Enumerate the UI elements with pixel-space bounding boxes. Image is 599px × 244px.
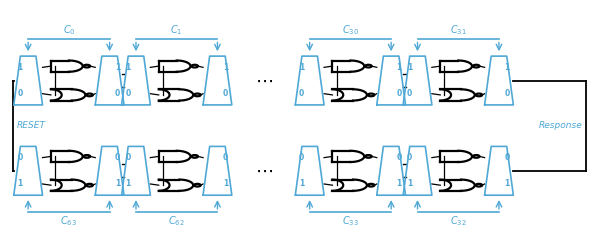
Text: 1: 1 [299,63,304,72]
Text: $C_{30}$: $C_{30}$ [342,23,359,37]
Text: 1: 1 [504,63,510,72]
Text: 0: 0 [17,89,23,98]
Text: 1: 1 [125,63,131,72]
Text: 1: 1 [397,180,402,188]
Text: 0: 0 [115,89,120,98]
Text: 0: 0 [223,89,228,98]
Text: $\cdots$: $\cdots$ [255,162,273,180]
Text: 1: 1 [115,180,120,188]
Text: 1: 1 [407,63,412,72]
Text: 0: 0 [115,153,120,162]
Text: 0: 0 [504,89,510,98]
Text: 0: 0 [504,153,510,162]
Text: 0: 0 [17,153,23,162]
Text: $C_{1}$: $C_{1}$ [171,23,183,37]
Text: 0: 0 [407,89,412,98]
Text: 1: 1 [115,63,120,72]
Text: 1: 1 [223,63,228,72]
Text: 1: 1 [504,180,510,188]
Text: 1: 1 [299,180,304,188]
Text: $C_{0}$: $C_{0}$ [62,23,75,37]
Text: $\cdots$: $\cdots$ [255,71,273,90]
Text: $C_{32}$: $C_{32}$ [450,214,467,228]
Text: 0: 0 [397,89,402,98]
Text: 1: 1 [223,180,228,188]
Text: 1: 1 [407,180,412,188]
Text: 1: 1 [17,180,23,188]
Text: RESET: RESET [17,121,46,130]
Text: 0: 0 [125,89,131,98]
Text: 1: 1 [17,63,23,72]
Text: 0: 0 [397,153,402,162]
Text: $C_{33}$: $C_{33}$ [342,214,359,228]
Text: $C_{62}$: $C_{62}$ [168,214,185,228]
Text: 1: 1 [397,63,402,72]
Text: 0: 0 [299,153,304,162]
Text: 1: 1 [125,180,131,188]
Text: $C_{63}$: $C_{63}$ [60,214,77,228]
Text: Response: Response [539,121,582,130]
Text: 0: 0 [407,153,412,162]
Text: $C_{31}$: $C_{31}$ [450,23,467,37]
Text: 0: 0 [125,153,131,162]
Text: 0: 0 [299,89,304,98]
Text: 0: 0 [223,153,228,162]
